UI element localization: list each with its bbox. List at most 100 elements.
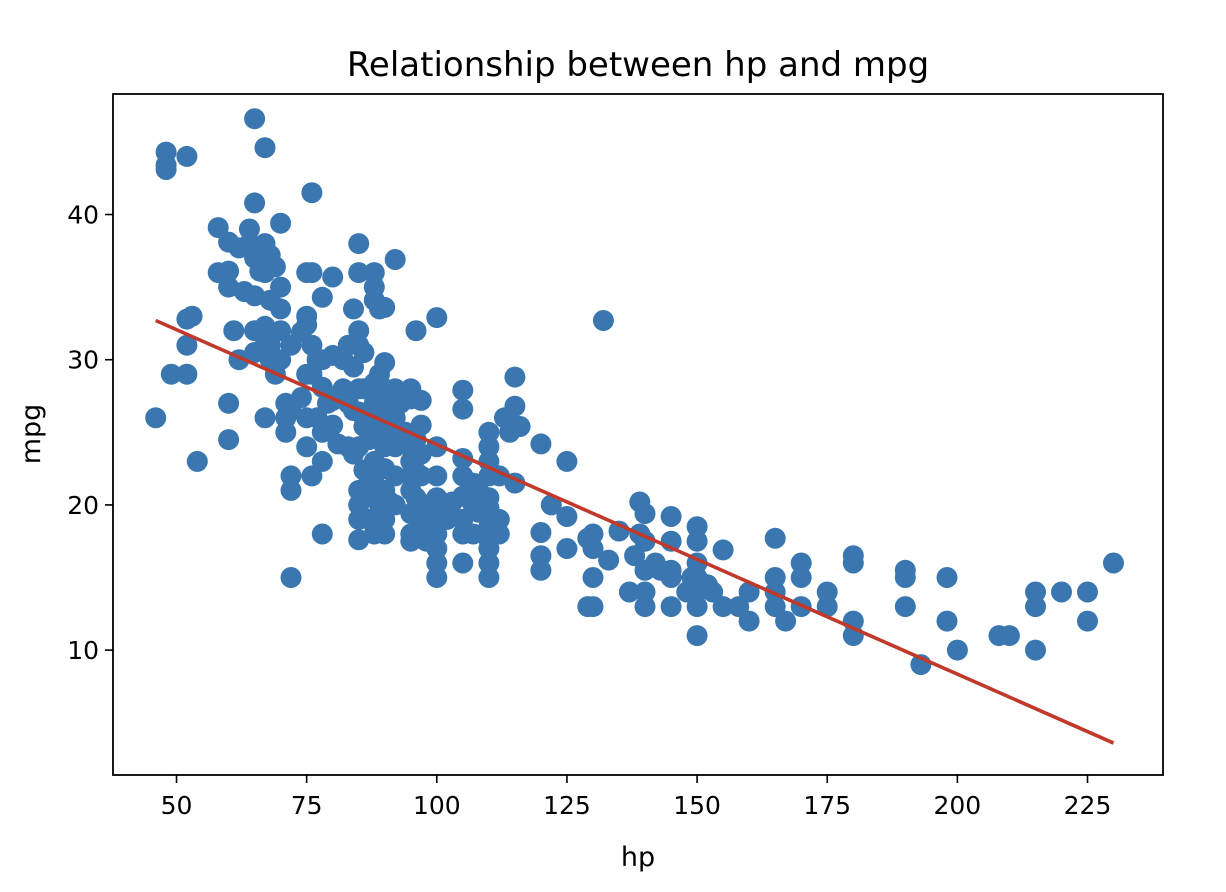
data-point-235 [598, 549, 620, 571]
data-point-13 [218, 260, 240, 282]
x-tick-label: 200 [934, 791, 982, 820]
data-point-47 [270, 349, 292, 371]
data-point-147 [384, 465, 406, 487]
data-point-294 [1025, 639, 1046, 661]
data-point-45 [270, 298, 292, 320]
data-point-255 [686, 516, 708, 538]
data-point-216 [504, 395, 526, 417]
y-tick-label: 20 [67, 491, 99, 520]
data-point-211 [488, 508, 510, 530]
data-point-181 [426, 552, 448, 574]
data-point-270 [764, 567, 786, 588]
data-point-31 [254, 137, 276, 159]
data-point-43 [270, 212, 292, 234]
data-point-18 [223, 320, 245, 342]
data-point-227 [556, 538, 578, 559]
data-point-212 [488, 523, 510, 545]
data-point-148 [384, 494, 406, 516]
data-point-132 [374, 392, 396, 414]
data-point-11 [207, 217, 229, 239]
regression-line [154, 318, 1115, 745]
data-point-265 [712, 596, 734, 618]
axes-frame [112, 93, 1164, 776]
data-point-93 [348, 262, 370, 284]
data-point-54 [280, 479, 302, 501]
data-point-252 [660, 596, 682, 618]
data-point-23 [238, 218, 260, 240]
data-point-280 [842, 552, 864, 574]
data-point-68 [301, 465, 323, 487]
data-point-234 [592, 310, 614, 331]
data-point-256 [686, 530, 708, 552]
data-point-71 [311, 286, 333, 308]
data-point-264 [712, 539, 734, 561]
data-point-285 [894, 596, 916, 618]
data-point-207 [478, 538, 500, 559]
data-point-15 [218, 429, 240, 451]
data-point-241 [634, 503, 656, 525]
data-point-166 [410, 389, 432, 411]
x-tick-label: 125 [543, 791, 591, 820]
data-point-100 [348, 494, 370, 516]
data-point-261 [686, 625, 708, 647]
data-point-292 [1025, 581, 1046, 603]
data-point-64 [301, 182, 323, 204]
x-tick-label: 150 [673, 791, 721, 820]
data-point-266 [728, 596, 750, 618]
x-axis-label: hp [621, 842, 655, 873]
data-point-191 [452, 508, 474, 530]
data-point-3 [155, 154, 177, 176]
data-point-5 [176, 363, 198, 385]
data-point-139 [374, 508, 396, 530]
data-point-174 [426, 307, 448, 329]
data-point-200 [478, 436, 500, 458]
plot-area [145, 108, 1124, 745]
data-point-14 [218, 392, 240, 414]
data-point-81 [322, 414, 344, 436]
data-point-143 [384, 249, 406, 270]
data-point-221 [530, 522, 552, 543]
data-point-225 [556, 450, 578, 472]
data-point-53 [280, 465, 302, 487]
y-tick-label: 10 [67, 636, 99, 665]
data-point-65 [301, 262, 323, 284]
data-point-238 [624, 545, 646, 567]
data-point-180 [426, 538, 448, 559]
data-point-9 [181, 305, 203, 327]
data-point-245 [634, 596, 656, 618]
y-axis-label: mpg [16, 404, 47, 465]
data-point-130 [374, 352, 396, 374]
data-point-244 [634, 581, 656, 603]
data-point-88 [343, 298, 364, 320]
data-point-268 [738, 610, 760, 632]
data-point-167 [410, 414, 432, 436]
x-tick-label: 225 [1064, 791, 1112, 820]
data-point-215 [504, 366, 526, 388]
data-point-36 [254, 407, 276, 429]
data-point-237 [618, 581, 640, 603]
data-point-92 [348, 233, 370, 255]
data-point-182 [426, 567, 448, 588]
data-point-112 [363, 262, 385, 284]
data-point-263 [702, 581, 724, 603]
data-point-10 [186, 450, 208, 472]
x-tick-label: 50 [161, 791, 193, 820]
data-point-94 [348, 320, 370, 342]
data-point-75 [311, 450, 333, 472]
data-point-103 [353, 342, 375, 363]
y-tick-label: 30 [67, 346, 99, 375]
data-point-291 [998, 625, 1020, 647]
data-point-269 [764, 527, 786, 549]
data-point-186 [452, 379, 474, 401]
data-point-284 [894, 567, 916, 588]
data-point-41 [264, 256, 286, 278]
data-point-129 [374, 296, 396, 318]
data-point-233 [582, 596, 604, 618]
data-point-50 [275, 421, 297, 443]
data-point-226 [556, 506, 578, 527]
data-point-89 [343, 356, 364, 378]
data-point-248 [660, 506, 682, 527]
data-point-231 [582, 538, 604, 559]
data-point-230 [582, 523, 604, 545]
data-point-171 [410, 514, 432, 536]
